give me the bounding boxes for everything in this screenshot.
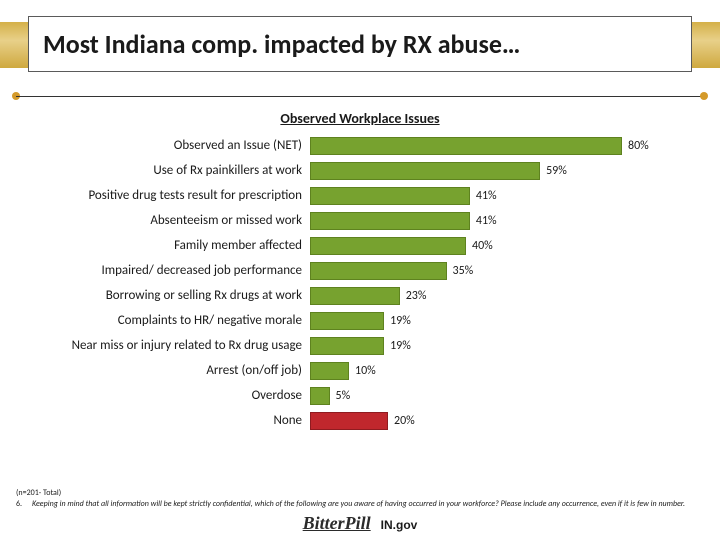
plot-area: 23% (310, 283, 700, 308)
value-label: 5% (336, 389, 351, 403)
bitterpill-logo: BitterPill (303, 513, 371, 534)
value-label: 19% (390, 314, 411, 328)
plot-area: 35% (310, 258, 700, 283)
plot-area: 20% (310, 408, 700, 433)
category-label: Absenteeism or missed work (10, 213, 310, 228)
value-label: 10% (355, 364, 376, 378)
bar (310, 362, 349, 380)
category-label: None (10, 413, 310, 428)
value-label: 40% (472, 239, 493, 253)
question-number: 6. (16, 500, 32, 510)
value-label: 41% (476, 214, 497, 228)
chart-row: Impaired/ decreased job performance 35% (10, 258, 710, 283)
value-label: 35% (453, 264, 474, 278)
title-box: Most Indiana comp. impacted by RX abuse… (28, 16, 692, 72)
category-label: Use of Rx painkillers at work (10, 163, 310, 178)
bar-chart: Observed an Issue (NET) 80% Use of Rx pain… (10, 133, 710, 433)
chart-row: Complaints to HR/ negative morale 19% (10, 308, 710, 333)
chart-row: Overdose 5% (10, 383, 710, 408)
category-label: Complaints to HR/ negative morale (10, 313, 310, 328)
category-label: Family member affected (10, 238, 310, 253)
rule-dot-right (700, 92, 708, 100)
category-label: Observed an Issue (NET) (10, 138, 310, 153)
bar (310, 287, 400, 305)
chart-row: Family member affected 40% (10, 233, 710, 258)
value-label: 59% (546, 164, 567, 178)
category-label: Arrest (on/off job) (10, 363, 310, 378)
bar (310, 337, 384, 355)
chart-row: Arrest (on/off job) 10% (10, 358, 710, 383)
plot-area: 40% (310, 233, 700, 258)
question-text: Keeping in mind that all information wil… (32, 500, 704, 510)
bar (310, 212, 470, 230)
footnotes: (n=201- Total) 6. Keeping in mind that a… (16, 489, 704, 510)
title-area: Most Indiana comp. impacted by RX abuse… (0, 0, 720, 80)
chart-row: Observed an Issue (NET) 80% (10, 133, 710, 158)
plot-area: 80% (310, 133, 700, 158)
plot-area: 5% (310, 383, 700, 408)
chart-row: Absenteeism or missed work 41% (10, 208, 710, 233)
bar (310, 137, 622, 155)
rule-line (16, 96, 704, 97)
bar (310, 262, 447, 280)
value-label: 20% (394, 414, 415, 428)
category-label: Near miss or injury related to Rx drug u… (10, 338, 310, 353)
bar (310, 187, 470, 205)
category-label: Positive drug tests result for prescript… (10, 188, 310, 203)
bar-none (310, 412, 388, 430)
ingov-logo: IN.gov (381, 518, 418, 532)
question-footnote: 6. Keeping in mind that all information … (16, 500, 704, 510)
plot-area: 41% (310, 183, 700, 208)
chart-row: Positive drug tests result for prescript… (10, 183, 710, 208)
value-label: 80% (628, 139, 649, 153)
plot-area: 10% (310, 358, 700, 383)
bar (310, 237, 466, 255)
chart-row: Use of Rx painkillers at work 59% (10, 158, 710, 183)
page-title: Most Indiana comp. impacted by RX abuse… (43, 28, 520, 60)
category-label: Impaired/ decreased job performance (10, 263, 310, 278)
value-label: 19% (390, 339, 411, 353)
plot-area: 59% (310, 158, 700, 183)
value-label: 23% (406, 289, 427, 303)
bar (310, 387, 330, 405)
chart-title: Observed Workplace Issues (0, 110, 720, 127)
plot-area: 19% (310, 308, 700, 333)
plot-area: 19% (310, 333, 700, 358)
bar (310, 162, 540, 180)
category-label: Overdose (10, 388, 310, 403)
plot-area: 41% (310, 208, 700, 233)
sample-size: (n=201- Total) (16, 489, 704, 499)
value-label: 41% (476, 189, 497, 203)
chart-row: None 20% (10, 408, 710, 433)
logo-row: BitterPill IN.gov (0, 513, 720, 534)
divider-rule (0, 90, 720, 104)
chart-row: Near miss or injury related to Rx drug u… (10, 333, 710, 358)
chart-row: Borrowing or selling Rx drugs at work 23% (10, 283, 710, 308)
category-label: Borrowing or selling Rx drugs at work (10, 288, 310, 303)
bar (310, 312, 384, 330)
